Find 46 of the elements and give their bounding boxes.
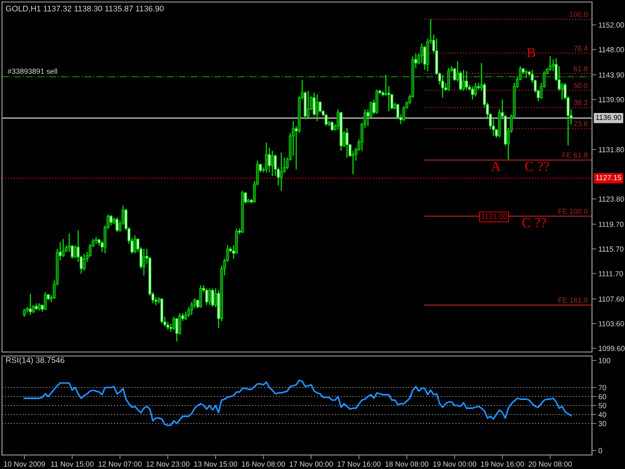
- candlestick: [402, 106, 406, 122]
- candlestick: [82, 253, 86, 272]
- candlestick: [134, 234, 136, 254]
- annotation: C ??: [522, 218, 546, 228]
- chart-title: GOLD,H1 1137.32 1138.30 1135.87 1136.90: [6, 6, 164, 12]
- candlestick: [396, 103, 400, 120]
- candlestick: [474, 82, 477, 97]
- candlestick: [346, 127, 348, 158]
- candlestick: [208, 288, 212, 306]
- candlestick: [264, 142, 268, 173]
- annotation: B: [526, 48, 536, 58]
- candlestick: [330, 120, 334, 132]
- candlestick: [205, 288, 208, 306]
- candlestick: [268, 147, 271, 173]
- candlestick: [142, 248, 146, 276]
- annotation: C ??: [525, 162, 550, 172]
- candlestick: [462, 69, 465, 92]
- candlestick: [471, 86, 474, 100]
- candlestick: [44, 292, 47, 311]
- candlestick: [110, 214, 112, 226]
- candlestick: [465, 70, 468, 90]
- candlestick: [199, 284, 202, 308]
- candlestick: [316, 94, 319, 122]
- candlestick: [116, 216, 118, 233]
- candlestick: [560, 82, 564, 100]
- candlestick: [175, 317, 178, 342]
- candlestick: [312, 92, 316, 117]
- candlestick: [375, 89, 378, 114]
- candlestick: [190, 301, 194, 316]
- candlestick: [160, 298, 164, 324]
- candlestick: [211, 288, 214, 308]
- candlestick: [447, 67, 450, 92]
- candlestick: [387, 85, 390, 112]
- line-series: [24, 380, 572, 426]
- candlestick: [548, 56, 552, 72]
- candlestick: [62, 238, 65, 258]
- candlestick: [384, 74, 388, 96]
- candlestick: [28, 293, 32, 316]
- candlestick: [270, 150, 274, 177]
- candlestick: [187, 306, 190, 318]
- candlestick: [280, 152, 283, 192]
- annotation: A: [490, 162, 501, 171]
- candlestick: [74, 244, 77, 259]
- chart-title: RSI(14) 38.7546: [6, 356, 64, 364]
- candlestick: [306, 90, 310, 118]
- candlestick: [441, 74, 444, 98]
